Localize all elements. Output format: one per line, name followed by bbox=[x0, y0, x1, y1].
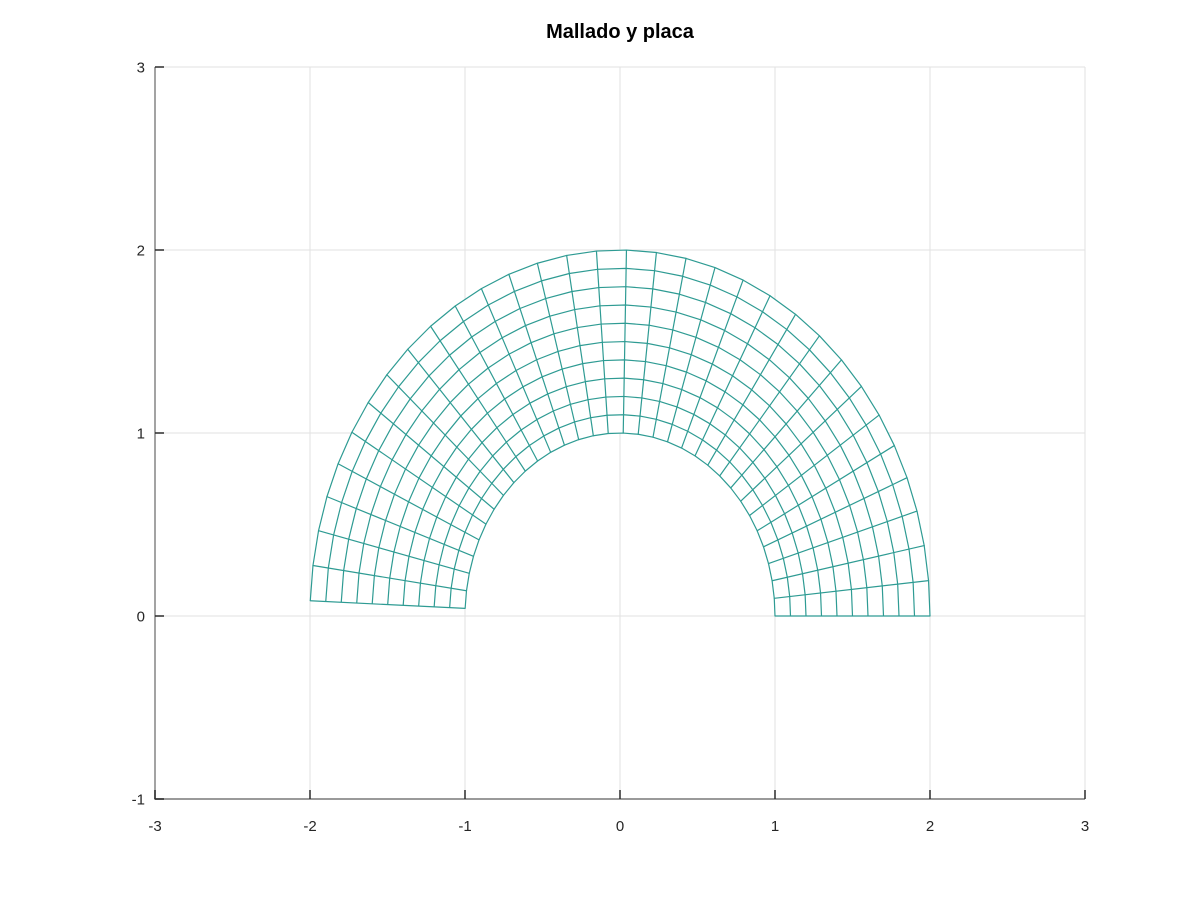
mesh-spoke-line bbox=[367, 401, 495, 510]
x-tick-label: 1 bbox=[771, 818, 779, 835]
y-tick-label: 3 bbox=[137, 60, 145, 77]
mesh-spoke-line bbox=[351, 431, 487, 525]
mesh-spoke-line bbox=[337, 463, 480, 541]
mesh-spoke-line bbox=[707, 313, 797, 466]
mesh-spoke-line bbox=[771, 544, 925, 582]
mesh-spoke-line bbox=[536, 262, 580, 441]
mesh-spoke-line bbox=[595, 250, 609, 435]
mesh-spoke-line bbox=[767, 510, 918, 565]
mesh-spoke-line bbox=[622, 249, 628, 434]
mesh-spoke-line bbox=[407, 348, 515, 484]
mesh-spoke-line bbox=[309, 600, 466, 609]
mesh-spoke-line bbox=[730, 359, 843, 489]
mesh-spoke-line bbox=[317, 530, 470, 574]
y-tick-label: -1 bbox=[132, 792, 145, 809]
mesh-spoke-line bbox=[386, 374, 505, 496]
mesh-spoke-line bbox=[719, 335, 821, 477]
mesh-spoke-line bbox=[756, 444, 895, 532]
mesh-spoke-line bbox=[454, 305, 539, 462]
mesh-spoke-line bbox=[566, 254, 594, 437]
x-tick-label: -3 bbox=[148, 818, 161, 835]
x-tick-label: -1 bbox=[458, 818, 471, 835]
x-tick-label: 0 bbox=[616, 818, 624, 835]
mesh-spoke-line bbox=[748, 414, 880, 517]
mesh-spoke-line bbox=[508, 273, 566, 446]
mesh-spoke-line bbox=[666, 267, 716, 443]
mesh-spoke-line bbox=[326, 496, 475, 557]
x-tick-label: 3 bbox=[1081, 818, 1089, 835]
mesh-spoke-line bbox=[694, 295, 771, 457]
mesh-spoke-line bbox=[740, 385, 863, 502]
plot-title: Mallado y placa bbox=[546, 21, 694, 43]
x-tick-label: -2 bbox=[303, 818, 316, 835]
x-tick-label: 2 bbox=[926, 818, 934, 835]
y-tick-label: 0 bbox=[137, 609, 145, 626]
mesh-spoke-line bbox=[652, 257, 687, 438]
mesh-spoke-line bbox=[312, 564, 468, 592]
mesh-spoke-line bbox=[773, 579, 930, 599]
mesh-spoke-line bbox=[680, 279, 744, 449]
y-tick-label: 1 bbox=[137, 426, 145, 443]
mesh-spoke-line bbox=[762, 477, 908, 548]
y-tick-label: 2 bbox=[137, 243, 145, 260]
mesh-spoke-line bbox=[637, 251, 657, 435]
mesh-spoke-line bbox=[429, 325, 526, 472]
mesh-spoke-line bbox=[480, 288, 552, 453]
